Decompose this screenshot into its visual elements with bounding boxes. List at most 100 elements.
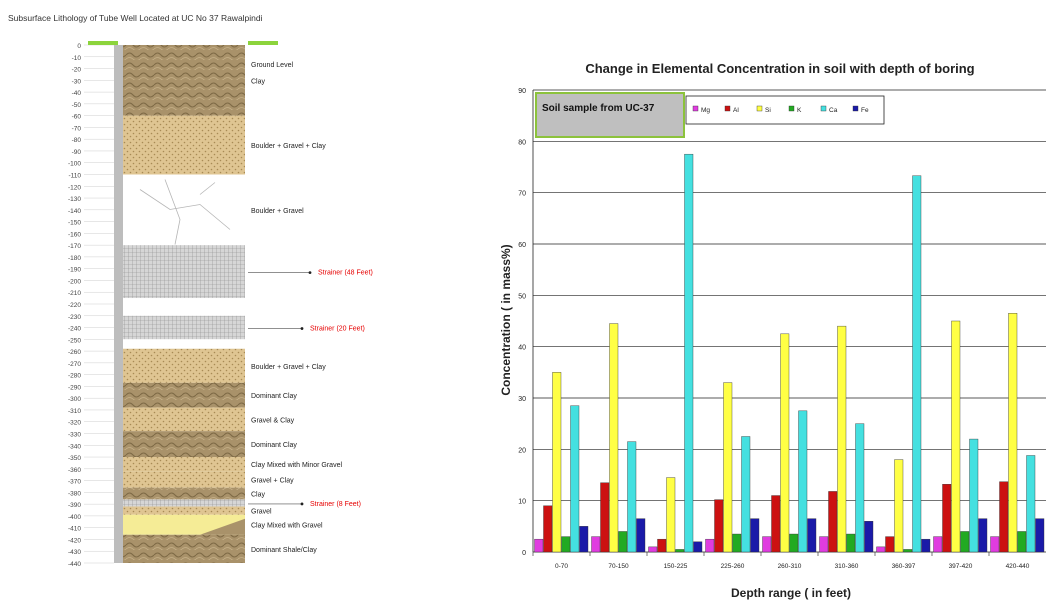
bar: [855, 423, 865, 553]
depth-tick-label: -70: [72, 125, 82, 132]
depth-tick-label: -190: [68, 267, 81, 274]
depth-tick-label: -280: [68, 373, 81, 380]
bar: [561, 536, 571, 553]
lithology-layer: [123, 174, 245, 246]
bar: [876, 546, 886, 553]
bar: [894, 459, 904, 553]
legend-swatch: [756, 105, 763, 112]
y-axis-label: Concentration ( in mass%): [499, 244, 513, 395]
bar: [657, 538, 667, 553]
layer-label: Gravel & Clay: [251, 417, 295, 424]
x-tick-label: 70-150: [608, 563, 629, 570]
concentration-chart: Change in Elemental Concentration in soi…: [499, 61, 1046, 600]
lithology-layer: [123, 499, 245, 507]
y-tick-label: 30: [518, 396, 526, 403]
depth-tick-label: -420: [68, 537, 81, 544]
bar: [552, 372, 562, 553]
bar: [648, 546, 658, 553]
lithology-layer: [123, 348, 245, 383]
depth-tick-label: -380: [68, 490, 81, 497]
legend-label: Fe: [861, 107, 869, 114]
bar: [828, 491, 838, 553]
lithology-layer: [123, 471, 245, 488]
layer-label: Strainer (48 Feet): [318, 270, 373, 277]
y-tick-label: 0: [522, 550, 526, 557]
layer-label: Dominant Clay: [251, 393, 297, 400]
lithology-layer: [123, 339, 245, 349]
bar: [990, 536, 1000, 553]
layer-label: Boulder + Gravel + Clay: [251, 143, 326, 150]
legend-swatch: [820, 105, 827, 112]
depth-tick-label: -110: [68, 173, 81, 180]
lithology-layer: [123, 506, 245, 515]
legend-swatch: [692, 105, 699, 112]
chart-legend: Mg Al Si K Ca Fe: [685, 95, 885, 125]
lithology-layer: [123, 382, 245, 408]
lithology-panel: Subsurface Lithology of Tube Well Locate…: [0, 0, 480, 604]
depth-tick-label: -210: [68, 290, 81, 297]
x-axis-label: Depth range ( in feet): [731, 586, 851, 600]
bar: [675, 549, 685, 553]
y-tick-label: 60: [518, 242, 526, 249]
bar: [705, 538, 715, 553]
bar: [618, 531, 628, 553]
bar: [666, 477, 676, 553]
layer-label: Boulder + Gravel: [251, 208, 304, 215]
bar: [807, 518, 817, 553]
y-tick-label: 70: [518, 191, 526, 198]
legend-swatch: [724, 105, 731, 112]
bar: [543, 505, 553, 553]
bar: [609, 323, 619, 553]
depth-tick-label: -440: [68, 561, 81, 568]
lithology-layer: [123, 315, 245, 340]
lithology-layer: [123, 431, 245, 458]
depth-tick-label: -350: [68, 455, 81, 462]
depth-tick-label: -360: [68, 467, 81, 474]
legend-swatch: [788, 105, 795, 112]
depth-tick-label: -260: [68, 349, 81, 356]
surface-marker: [88, 41, 118, 45]
y-tick-label: 50: [518, 293, 526, 300]
bar: [570, 405, 580, 553]
bar: [951, 320, 961, 553]
layer-label: Clay: [251, 492, 266, 499]
depth-tick-label: -90: [72, 149, 82, 156]
x-tick-label: 420-440: [1006, 563, 1030, 570]
x-tick-label: 260-310: [778, 563, 802, 570]
bar: [771, 495, 781, 553]
x-tick-label: 397-420: [949, 563, 973, 570]
bar: [978, 518, 988, 553]
bar: [798, 410, 808, 553]
concentration-chart-panel: Change in Elemental Concentration in soi…: [480, 0, 1048, 604]
layer-label: Dominant Shale/Clay: [251, 547, 317, 554]
bar: [1026, 455, 1036, 553]
annotation-text: Soil sample from UC-37: [542, 103, 655, 114]
bar: [780, 333, 790, 553]
depth-tick-label: -400: [68, 514, 81, 521]
bar: [627, 441, 637, 553]
depth-tick-label: -200: [68, 278, 81, 285]
layer-label: Strainer (20 Feet): [310, 326, 365, 333]
layer-label: Gravel: [251, 509, 272, 516]
depth-tick-label: -10: [72, 55, 82, 62]
bar: [1008, 313, 1018, 553]
bar: [999, 481, 1009, 553]
bar: [864, 521, 874, 553]
chart-title: Change in Elemental Concentration in soi…: [585, 61, 974, 76]
bar: [921, 538, 931, 553]
well-casing: [114, 45, 123, 563]
x-tick-label: 150-225: [664, 563, 688, 570]
lithology-title: Subsurface Lithology of Tube Well Locate…: [8, 13, 263, 23]
x-axis-ticks: 0-70 70-150 150-225 225-260 260-310 310-360 36…: [532, 552, 1030, 570]
x-tick-label: 310-360: [835, 563, 859, 570]
strainer-dot: [300, 502, 304, 506]
depth-tick-label: -40: [72, 90, 82, 97]
annotation-box: Soil sample from UC-37: [535, 92, 685, 138]
bar: [714, 499, 724, 553]
y-tick-label: 90: [518, 88, 526, 95]
depth-tick-label: -150: [68, 220, 81, 227]
bar: [969, 438, 979, 553]
lithology-layer: [123, 115, 245, 175]
bar: [819, 536, 829, 553]
legend-label: Si: [765, 107, 771, 114]
